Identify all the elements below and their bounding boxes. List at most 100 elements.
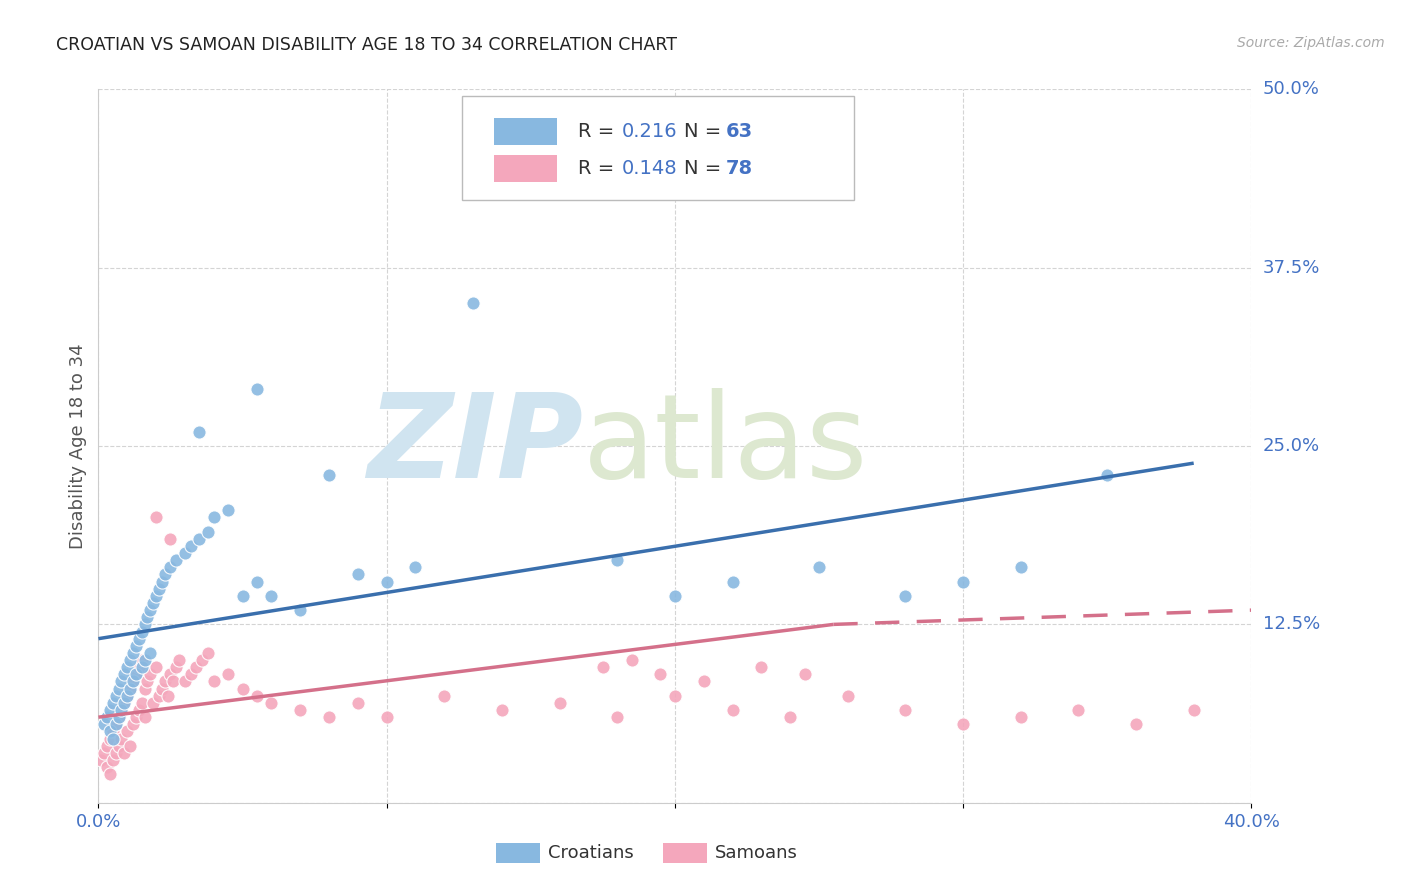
Point	[520, 182, 543, 196]
Point	[145, 510, 167, 524]
Point	[101, 753, 124, 767]
FancyBboxPatch shape	[496, 844, 540, 863]
Point	[150, 681, 173, 696]
Point	[153, 567, 176, 582]
Point	[104, 746, 127, 760]
Point	[159, 532, 181, 546]
Point	[165, 553, 187, 567]
Point	[134, 653, 156, 667]
Point	[606, 710, 628, 724]
Point	[104, 717, 127, 731]
Point	[90, 753, 112, 767]
Point	[112, 746, 135, 760]
Point	[107, 681, 129, 696]
Point	[134, 681, 156, 696]
Point	[120, 681, 142, 696]
Point	[142, 596, 165, 610]
Text: Source: ZipAtlas.com: Source: ZipAtlas.com	[1237, 36, 1385, 50]
Point	[405, 560, 427, 574]
Point	[592, 660, 614, 674]
Point	[202, 674, 225, 689]
Point	[180, 667, 202, 681]
Point	[174, 546, 197, 560]
Point	[122, 674, 145, 689]
Point	[188, 425, 211, 439]
Point	[96, 710, 118, 724]
Point	[290, 603, 312, 617]
Point	[93, 746, 115, 760]
Point	[131, 653, 153, 667]
Point	[721, 703, 744, 717]
Point	[197, 646, 219, 660]
Point	[96, 739, 118, 753]
Point	[894, 589, 917, 603]
Point	[104, 717, 127, 731]
Point	[837, 689, 859, 703]
Point	[246, 574, 269, 589]
Point	[197, 524, 219, 539]
Point	[664, 589, 686, 603]
Point	[117, 724, 138, 739]
Point	[131, 624, 153, 639]
Point	[112, 667, 135, 681]
Point	[318, 467, 340, 482]
Point	[136, 674, 159, 689]
Point	[346, 696, 368, 710]
Point	[150, 574, 173, 589]
Point	[246, 689, 269, 703]
Point	[98, 767, 121, 781]
Text: 63: 63	[725, 122, 752, 141]
Point	[98, 724, 121, 739]
Point	[779, 710, 801, 724]
Text: Samoans: Samoans	[716, 845, 799, 863]
Point	[101, 724, 124, 739]
Point	[101, 696, 124, 710]
Point	[125, 667, 148, 681]
Point	[134, 617, 156, 632]
Point	[98, 703, 121, 717]
Text: atlas: atlas	[582, 389, 868, 503]
Point	[174, 674, 197, 689]
Point	[231, 589, 254, 603]
Point	[751, 660, 773, 674]
Point	[202, 510, 225, 524]
Point	[188, 532, 211, 546]
Point	[112, 696, 135, 710]
Point	[110, 731, 132, 746]
Text: N =: N =	[685, 159, 727, 178]
FancyBboxPatch shape	[494, 118, 557, 145]
Text: 12.5%: 12.5%	[1263, 615, 1320, 633]
Text: 78: 78	[725, 159, 752, 178]
Point	[375, 574, 398, 589]
Point	[1010, 560, 1032, 574]
Point	[260, 696, 283, 710]
Point	[120, 681, 142, 696]
Y-axis label: Disability Age 18 to 34: Disability Age 18 to 34	[69, 343, 87, 549]
Text: 25.0%: 25.0%	[1263, 437, 1320, 455]
Point	[952, 717, 974, 731]
Text: R =: R =	[578, 159, 620, 178]
Point	[96, 760, 118, 774]
Point	[122, 674, 145, 689]
Point	[153, 674, 176, 689]
Point	[125, 710, 148, 724]
Point	[110, 703, 132, 717]
Point	[128, 632, 150, 646]
Point	[165, 660, 187, 674]
Point	[139, 646, 162, 660]
Point	[375, 710, 398, 724]
Point	[548, 696, 571, 710]
Point	[318, 710, 340, 724]
FancyBboxPatch shape	[664, 844, 707, 863]
Point	[107, 710, 129, 724]
Point	[142, 696, 165, 710]
Point	[1182, 703, 1205, 717]
Point	[134, 710, 156, 724]
Text: ZIP: ZIP	[367, 389, 582, 503]
Point	[117, 689, 138, 703]
Point	[120, 653, 142, 667]
Point	[107, 739, 129, 753]
Point	[122, 646, 145, 660]
Point	[952, 574, 974, 589]
Point	[1097, 467, 1119, 482]
